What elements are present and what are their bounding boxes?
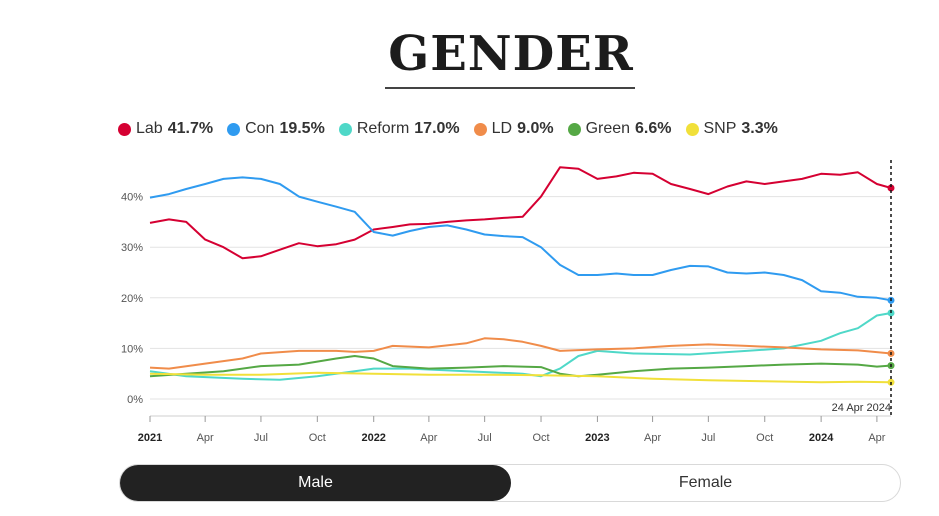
endpoint-lab — [887, 184, 895, 192]
con-dot-icon — [227, 122, 241, 136]
x-tick-label: Jul — [701, 432, 715, 444]
series-line-con — [149, 176, 892, 302]
x-tick-label: Oct — [309, 432, 326, 444]
x-tick-label: 2021 — [138, 432, 162, 444]
y-tick-label: 20% — [121, 293, 143, 305]
line-chart: 0% 10% 20% 30% 40% 2021 Apr Jul Oct 2022 Apr Jul Oc… — [121, 160, 895, 444]
ld-dot-icon — [473, 122, 487, 136]
legend-name: SNP — [703, 120, 737, 137]
x-tick-label: Jul — [254, 432, 268, 444]
legend-name: Con — [245, 120, 275, 137]
legend-item-lab: Lab 41.7% — [118, 120, 213, 138]
legend-name: LD — [491, 120, 513, 137]
series-line-reform — [149, 312, 892, 381]
legend-value: 9.0% — [517, 120, 554, 137]
x-tick-label: Apr — [644, 432, 661, 444]
series-lines — [149, 166, 895, 386]
x-tick-label: Jul — [478, 432, 492, 444]
series-line-green — [149, 355, 892, 378]
chart-title: GENDER — [388, 26, 634, 82]
series-line-snp — [149, 371, 892, 384]
legend-value: 3.3% — [741, 120, 778, 137]
female-toggle-button[interactable]: Female — [678, 474, 733, 491]
y-tick-label: 10% — [121, 343, 143, 355]
legend-item-reform: Reform 17.0% — [338, 120, 460, 138]
male-toggle-button[interactable]: Male — [120, 465, 511, 501]
lab-dot-icon — [118, 122, 131, 136]
legend: Lab 41.7% Con 19.5% Reform 17.0% LD 9.0%… — [118, 120, 778, 138]
x-tick-label: 2022 — [361, 432, 385, 444]
series-line-ld — [149, 337, 892, 370]
x-tick-label: Oct — [756, 432, 773, 444]
y-tick-label: 30% — [121, 242, 143, 254]
legend-name: Green — [585, 120, 631, 137]
legend-name: Lab — [136, 120, 163, 137]
legend-item-ld: LD 9.0% — [473, 120, 554, 138]
green-dot-icon — [567, 122, 581, 136]
grid-lines — [150, 196, 891, 400]
y-axis-ticks: 0% 10% 20% 30% 40% — [121, 192, 143, 406]
legend-value: 17.0% — [414, 120, 460, 137]
y-tick-label: 40% — [121, 192, 143, 204]
legend-value: 6.6% — [635, 120, 672, 137]
legend-item-snp: SNP 3.3% — [685, 120, 778, 138]
x-tick-label: Oct — [532, 432, 549, 444]
legend-name: Reform — [356, 120, 410, 137]
x-axis: 2021 Apr Jul Oct 2022 Apr Jul Oct 2023 Apr Jul Oct 2… — [138, 415, 891, 444]
legend-item-green: Green 6.6% — [567, 120, 672, 138]
reform-dot-icon — [338, 122, 352, 136]
date-marker-label: 24 Apr 2024 — [832, 402, 891, 414]
y-tick-label: 0% — [127, 394, 143, 406]
x-tick-label: 2024 — [809, 432, 834, 444]
x-tick-label: Apr — [868, 432, 885, 444]
x-tick-label: Apr — [197, 432, 214, 444]
title-underline — [385, 87, 635, 89]
series-line-lab — [149, 166, 892, 260]
legend-value: 19.5% — [279, 120, 325, 137]
legend-value: 41.7% — [167, 120, 214, 137]
x-tick-label: Apr — [420, 432, 437, 444]
date-marker: 24 Apr 2024 — [832, 160, 892, 416]
snp-dot-icon — [685, 122, 699, 136]
gender-toggle[interactable]: Male Female — [119, 464, 901, 502]
legend-item-con: Con 19.5% — [227, 120, 325, 138]
x-tick-label: 2023 — [585, 432, 609, 444]
